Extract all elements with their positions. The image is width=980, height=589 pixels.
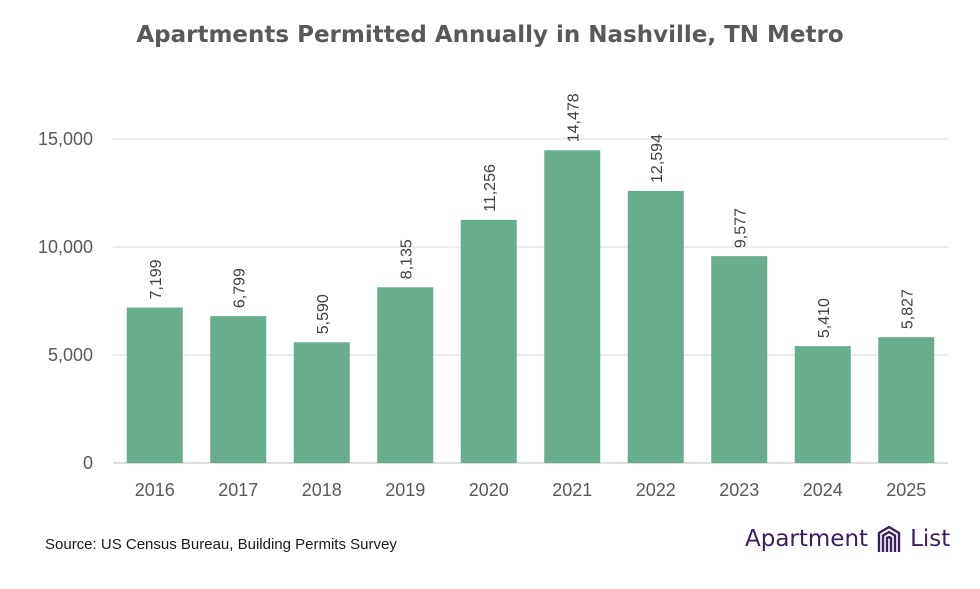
bar (627, 190, 684, 463)
apartment-list-logo: Apartment List (745, 524, 950, 554)
bars (126, 150, 935, 463)
data-label: 5,827 (899, 289, 916, 329)
x-tick-label: 2020 (469, 480, 509, 500)
bar-chart: 0 5,000 10,000 15,000 7,199 6,799 5,590 8,135 1… (38, 93, 948, 500)
x-tick-label: 2023 (719, 480, 759, 500)
logo-word-apartment: Apartment (745, 526, 869, 552)
y-axis-ticks: 0 5,000 10,000 15,000 (38, 129, 93, 473)
building-icon (877, 525, 901, 552)
data-label: 5,590 (315, 294, 332, 334)
data-label: 6,799 (231, 268, 248, 308)
data-label: 8,135 (398, 239, 415, 279)
bar (711, 256, 768, 463)
x-tick-label: 2021 (552, 480, 592, 500)
bar (210, 316, 267, 463)
chart-title: Apartments Permitted Annually in Nashvil… (136, 22, 844, 48)
x-axis-ticks: 2016 2017 2018 2019 2020 2021 2022 2023 2024 2025 (135, 480, 927, 500)
data-label: 11,256 (482, 164, 499, 212)
y-tick-label: 10,000 (38, 237, 93, 257)
y-tick-label: 5,000 (48, 345, 93, 365)
data-label: 12,594 (649, 134, 666, 183)
bar (377, 287, 434, 463)
data-label: 9,577 (732, 208, 749, 248)
bar (460, 219, 517, 463)
bar (794, 346, 851, 463)
data-label: 14,478 (565, 93, 582, 142)
bar (878, 337, 935, 463)
data-label: 7,199 (148, 259, 165, 299)
data-label: 5,410 (816, 298, 833, 338)
x-tick-label: 2024 (803, 480, 843, 500)
x-tick-label: 2022 (636, 480, 676, 500)
bar (126, 307, 183, 463)
source-note: Source: US Census Bureau, Building Permi… (45, 536, 397, 553)
bar (544, 150, 601, 463)
x-tick-label: 2017 (218, 480, 258, 500)
y-tick-label: 0 (83, 453, 93, 473)
bar (293, 342, 350, 463)
x-tick-label: 2016 (135, 480, 175, 500)
data-labels: 7,199 6,799 5,590 8,135 11,256 14,478 12,594 9,… (148, 93, 917, 338)
x-tick-label: 2025 (886, 480, 926, 500)
x-tick-label: 2018 (302, 480, 342, 500)
y-tick-label: 15,000 (38, 129, 93, 149)
logo-word-list: List (910, 526, 951, 552)
x-tick-label: 2019 (385, 480, 425, 500)
